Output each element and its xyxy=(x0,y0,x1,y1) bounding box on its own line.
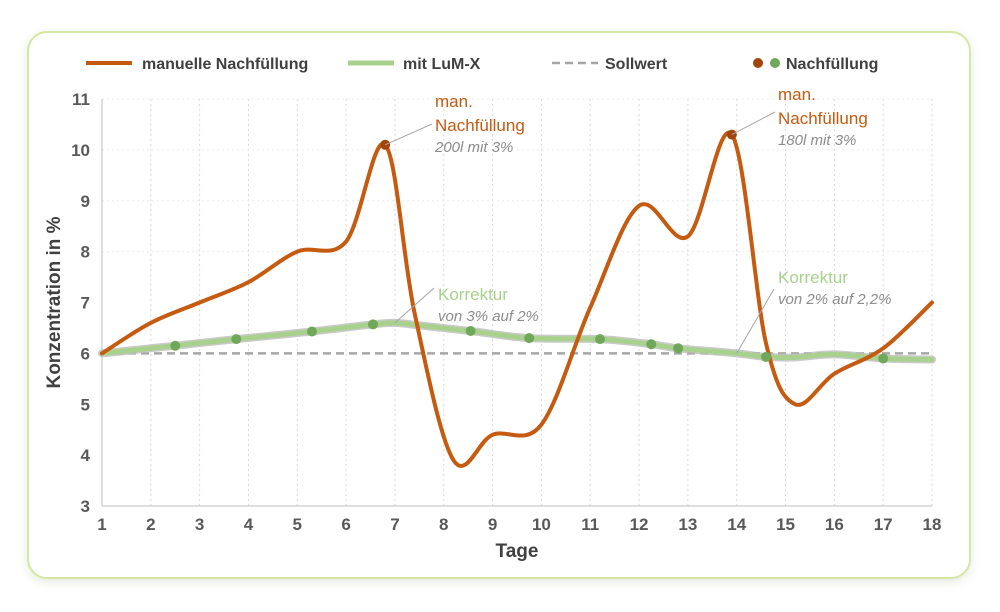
refill-points xyxy=(170,129,889,364)
series-lumx xyxy=(99,320,935,362)
refill-point-lumx xyxy=(306,326,317,337)
legend-label-sollwert: Sollwert xyxy=(605,56,668,73)
x-tick-label: 8 xyxy=(439,515,448,534)
refill-point-lumx xyxy=(465,325,476,336)
x-tick-label: 5 xyxy=(293,515,302,534)
annotation-leader-line xyxy=(736,288,775,354)
x-tick-label: 2 xyxy=(146,515,155,534)
legend-swatch-refill-manual xyxy=(753,58,763,68)
refill-point-lumx xyxy=(231,334,242,345)
annotation-subtitle: 200l mit 3% xyxy=(434,139,513,156)
series-manual xyxy=(100,130,934,468)
refill-point-lumx xyxy=(646,339,657,350)
y-tick-label: 11 xyxy=(72,90,90,109)
x-tick-label: 4 xyxy=(244,515,254,534)
x-axis-title: Tage xyxy=(496,541,539,562)
annotation-title: man. xyxy=(778,85,816,104)
refill-point-lumx xyxy=(367,319,378,330)
annotation-leader-line xyxy=(731,111,776,136)
y-tick-label: 10 xyxy=(71,141,90,160)
x-tick-label: 18 xyxy=(923,515,942,534)
x-tick-label: 10 xyxy=(532,515,551,534)
x-tick-label: 12 xyxy=(630,515,649,534)
annotations: man. Nachfüllung 200l mit 3% man. Nachfüllun… xyxy=(384,85,891,354)
x-tick-label: 13 xyxy=(678,515,697,534)
grid xyxy=(102,98,933,506)
x-tick-label: 9 xyxy=(488,515,497,534)
y-tick-label: 3 xyxy=(81,497,90,516)
annotation-title: man. xyxy=(435,92,473,111)
refill-point-lumx xyxy=(878,353,889,364)
x-tick-label: 15 xyxy=(776,515,795,534)
legend-label-lumx: mit LuM-X xyxy=(403,56,481,73)
x-tick-label: 16 xyxy=(825,515,844,534)
refill-point-lumx xyxy=(761,351,771,362)
x-tick-label: 6 xyxy=(341,515,350,534)
y-tick-label: 5 xyxy=(81,395,90,414)
legend-label-manual: manuelle Nachfüllung xyxy=(142,56,308,73)
series xyxy=(98,130,936,468)
x-tick-label: 17 xyxy=(874,515,893,534)
x-tick-label: 14 xyxy=(727,515,746,534)
annotation-subtitle: 180l mit 3% xyxy=(778,132,856,149)
legend: manuelle Nachfüllung mit LuM-X Sollwert Nac… xyxy=(86,56,878,73)
y-tick-label: 4 xyxy=(81,446,91,465)
refill-point-lumx xyxy=(673,343,684,354)
x-tick-label: 7 xyxy=(390,515,399,534)
y-tick-label: 8 xyxy=(81,243,90,262)
annotation-title: Nachfüllung xyxy=(778,109,868,128)
y-tick-label: 9 xyxy=(81,192,90,211)
refill-point-lumx xyxy=(170,340,181,351)
refill-point-lumx xyxy=(595,334,605,345)
annotation-title: Korrektur xyxy=(438,285,508,304)
annotation-title: Korrektur xyxy=(778,268,848,287)
y-tick-label: 6 xyxy=(81,344,90,363)
annotation-subtitle: von 2% auf 2,2% xyxy=(778,291,891,308)
y-axis-title: Konzentration in % xyxy=(44,216,65,388)
annotation-leader-line xyxy=(394,287,435,324)
legend-label-refill: Nachfüllung xyxy=(786,56,878,73)
annotation-title: Nachfüllung xyxy=(435,116,525,135)
y-tick-label: 7 xyxy=(81,294,90,313)
refill-point-lumx xyxy=(524,333,535,344)
chart-card xyxy=(27,31,971,579)
legend-swatch-refill-lumx xyxy=(770,58,780,68)
annotation-subtitle: von 3% auf 2% xyxy=(438,308,539,325)
x-tick-label: 11 xyxy=(581,515,599,534)
x-tick-label: 3 xyxy=(195,515,204,534)
x-tick-label: 1 xyxy=(97,515,106,534)
annotation-leader-line xyxy=(384,123,433,146)
